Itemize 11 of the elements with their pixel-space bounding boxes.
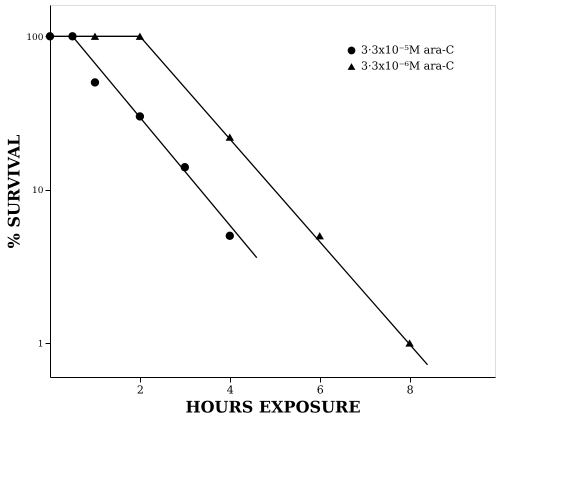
legend-label: 3·3x10⁻⁶M ara-C [361, 60, 454, 72]
y-axis-title: % SURVIVAL [4, 134, 24, 248]
y-tick-label: 100 [26, 32, 44, 43]
x-tick-label: 8 [406, 384, 414, 396]
y-tick-label: 10 [32, 186, 44, 196]
x-tick-label: 4 [226, 384, 234, 396]
x-tick-label: 6 [316, 384, 324, 396]
y-tick-label: 1 [38, 339, 44, 350]
legend-label: 3·3x10⁻⁵M ara-C [361, 44, 454, 56]
x-tick-label: 2 [136, 384, 144, 396]
x-axis-title: HOURS EXPOSURE [185, 398, 361, 416]
